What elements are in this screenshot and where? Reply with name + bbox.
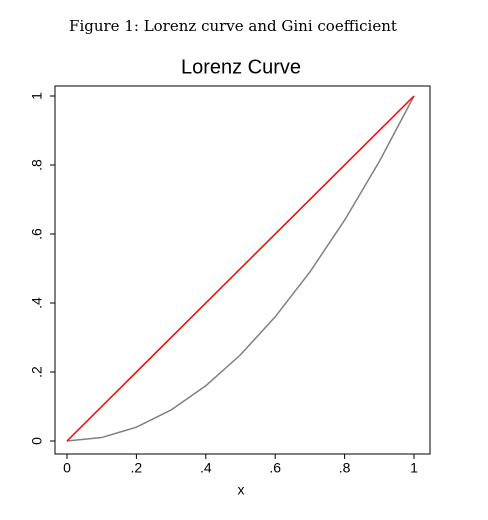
x-tick-label: 0 bbox=[63, 460, 71, 476]
x-tick-label: .2 bbox=[131, 460, 143, 476]
y-tick-label: 1 bbox=[29, 92, 45, 100]
figure-caption: Figure 1: Lorenz curve and Gini coeffici… bbox=[69, 17, 397, 35]
x-axis-label: x bbox=[238, 482, 245, 498]
data-line bbox=[66, 95, 415, 442]
plot-frame bbox=[54, 85, 431, 455]
y-tick-label: .6 bbox=[29, 228, 45, 240]
x-tick-label: .6 bbox=[269, 460, 281, 476]
data-line bbox=[66, 95, 415, 442]
x-tick-label: .4 bbox=[200, 460, 212, 476]
y-tick-label: .8 bbox=[29, 159, 45, 171]
y-tick-label: .2 bbox=[29, 366, 45, 378]
y-tick-label: .4 bbox=[29, 297, 45, 309]
chart-title: Lorenz Curve bbox=[181, 56, 301, 78]
x-tick-label: .8 bbox=[339, 460, 351, 476]
x-tick-label: 1 bbox=[410, 460, 418, 476]
y-tick-label: 0 bbox=[29, 437, 45, 445]
